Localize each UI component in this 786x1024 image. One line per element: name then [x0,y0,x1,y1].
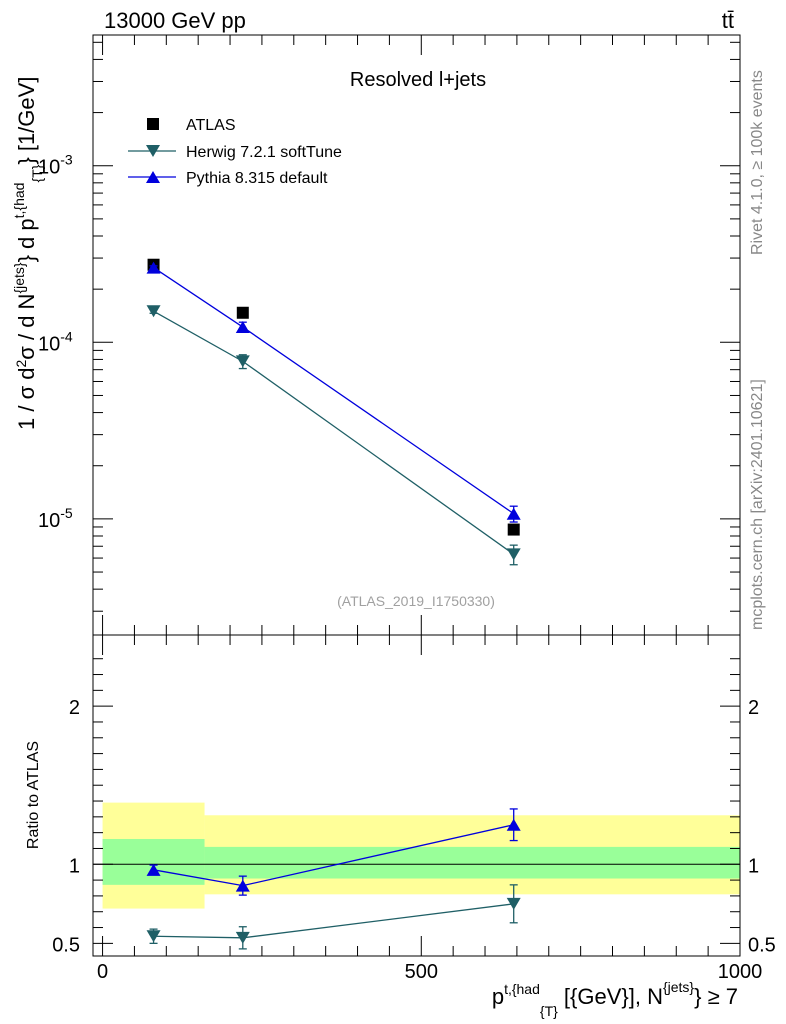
y-tick-label: 10-3 [38,152,73,179]
herwig-point [235,355,250,368]
legend-herwig-marker [146,145,160,157]
y-tick-label: 10-4 [38,328,73,355]
legend-atlas-label: ATLAS [186,117,236,134]
herwig-ratio-line [153,903,514,939]
x-axis-label: pt,{had{T} [{GeV}], N{jets}} ≥ 7 [492,979,738,1019]
mcplots-label: mcplots.cern.ch [arXiv:2401.10621] [749,379,766,630]
collision-label: 13000 GeV pp [104,8,246,33]
x-tick-labels: 0 500 1000 [97,961,762,983]
plot-title: Resolved l+jets [350,69,486,91]
ratio-series [146,808,521,950]
herwig-ratio-point [506,897,521,910]
ratio-y-tick-label-right: 2 [748,697,759,719]
herwig-line [153,310,515,555]
ratio-frame [92,634,741,957]
herwig-ratio-point [235,931,250,944]
legend: ATLAS Herwig 7.2.1 softTune Pythia 8.315… [128,117,342,187]
ratio-uncertainty-bands [102,802,740,909]
main-y-axis-label: 1 / σ d2σ / d N{jets}} d pt,{had{T}} [1/… [11,77,45,430]
pythia-ratio-point [146,863,161,876]
analysis-label: (ATLAS_2019_I1750330) [337,593,495,609]
main-series [146,258,521,566]
legend-atlas-marker [147,118,159,130]
ratio-y-tick-label-left: 1 [69,855,80,877]
herwig-point [146,305,161,318]
herwig-point [506,548,521,561]
pythia-point [235,321,250,334]
legend-pythia-label: Pythia 8.315 default [186,170,328,187]
pythia-ratio-point [235,879,250,892]
ratio-y-tick-label-left: 0.5 [52,934,80,956]
x-tick-label: 0 [97,961,108,983]
x-tick-label: 1000 [718,961,763,983]
herwig-ratio-point [146,930,161,943]
atlas-point [507,523,520,536]
pythia-point [146,261,161,274]
ratio-y-tick-label-right: 1 [748,855,759,877]
atlas-point [236,306,249,319]
main-panel: 10-3 10-4 10-5 Resolved l+jets (ATLAS_2019… [11,34,741,956]
stat-band [102,838,205,885]
ratio-y-axis-label: Ratio to ATLAS [25,741,42,849]
pythia-point [506,507,521,520]
y-tick-label: 10-5 [38,505,73,532]
stat-band [204,846,740,879]
legend-herwig-label: Herwig 7.2.1 softTune [186,144,342,161]
pythia-ratio-point [506,818,521,831]
ratio-axis-ticks [93,658,740,944]
legend-pythia-marker [146,171,160,183]
ratio-y-tick-label-right: 0.5 [748,934,776,956]
ratio-y-tick-label-left: 2 [69,697,80,719]
ratio-y-tick-labels: 0.5 0.5 1 1 2 2 [52,697,776,956]
pythia-line [153,267,515,515]
x-tick-label: 500 [405,961,438,983]
rivet-label: Rivet 4.1.0, ≥ 100k events [749,70,766,255]
process-label: tt̄ [722,8,734,33]
ratio-panel: 0.5 0.5 1 1 2 2 0 500 1000 Ratio to ATLAS pt,{h… [25,634,776,1019]
main-y-tick-labels: 10-3 10-4 10-5 [38,152,73,532]
